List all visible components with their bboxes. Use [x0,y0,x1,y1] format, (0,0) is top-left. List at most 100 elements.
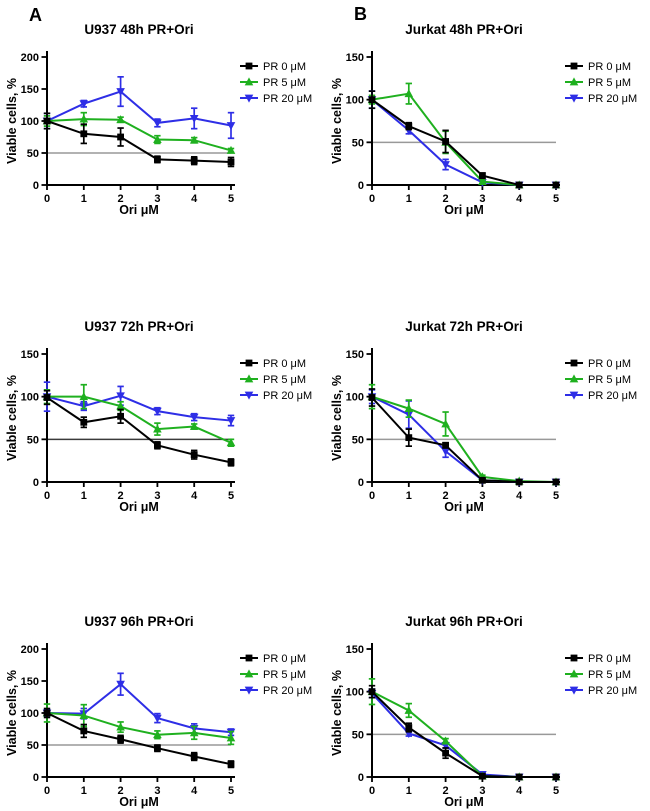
legend-label: PR 5 μM [263,77,306,89]
triangle-up-marker-icon [244,77,254,86]
chart-title: Jurkat 48h PR+Ori [405,22,522,37]
square-marker-icon [515,478,523,486]
x-tick-label: 2 [118,490,124,502]
series-pr-5-m [42,703,236,746]
square-marker-icon [227,458,235,466]
triangle-down-marker-icon [569,391,579,400]
series-line [46,394,232,422]
x-tick-label: 5 [553,490,559,502]
square-marker-icon [80,727,88,735]
x-tick-label: 0 [369,193,375,205]
legend: PR 0 μM PR 5 μM PR 20 μM [565,61,637,105]
triangle-up-marker-icon [404,89,414,98]
x-axis-label: Ori μM [119,795,159,809]
triangle-up-marker-icon [153,730,162,739]
x-tick-label: 0 [44,785,50,797]
square-marker-icon [552,181,560,189]
triangle-up-marker-icon [116,401,125,410]
triangle-up-marker-icon [441,419,450,428]
x-tick-label: 4 [516,193,523,205]
legend-item-pr-20-m: PR 20 μM [240,93,312,105]
square-marker-icon [479,172,486,180]
legend-item-pr-5-m: PR 5 μM [565,77,631,89]
triangle-up-marker-icon [478,176,487,185]
square-marker-icon [479,476,486,484]
square-marker-icon [405,434,413,442]
triangle-up-marker-icon [226,733,236,742]
square-marker-icon [368,688,376,696]
triangle-up-marker-icon [79,114,89,123]
legend-item-pr-0-m: PR 0 μM [565,653,631,665]
series-line [371,396,556,483]
y-tick-label: 0 [33,477,39,489]
square-marker-icon [442,441,449,449]
square-marker-icon [442,749,449,757]
x-tick-label: 1 [406,193,412,205]
series-line [46,682,232,734]
series-line [46,118,232,152]
x-tick-label: 1 [406,785,412,797]
series-line [371,92,556,186]
x-tick-label: 0 [44,193,50,205]
triangle-down-marker-icon [226,122,236,131]
x-tick-label: 5 [228,193,234,205]
chart-title: U937 72h PR+Ori [84,319,193,334]
line-chart-svg: Jurkat 72h PR+Ori Viable cells, % Ori μM 0 5… [330,319,637,514]
chart-title: Jurkat 72h PR+Ori [405,319,522,334]
legend-item-pr-5-m: PR 5 μM [240,77,306,89]
legend: PR 0 μM PR 5 μM PR 20 μM [240,653,312,697]
triangle-up-marker-icon [569,669,579,678]
legend-label: PR 20 μM [263,685,312,697]
legend-item-pr-20-m: PR 20 μM [240,685,312,697]
axes: 0 50 100 150 200 0 1 2 3 4 5 [21,643,235,797]
square-marker-icon [117,412,124,420]
square-marker-icon [442,138,449,145]
legend-item-pr-5-m: PR 5 μM [565,374,631,386]
y-tick-label: 100 [346,687,364,699]
legend-label: PR 20 μM [588,390,637,402]
y-tick-label: 50 [352,137,364,149]
legend-label: PR 0 μM [263,358,306,370]
triangle-down-marker-icon [569,94,579,103]
x-tick-label: 1 [81,785,87,797]
triangle-down-marker-icon [244,94,254,103]
x-tick-label: 5 [228,490,234,502]
legend: PR 0 μM PR 5 μM PR 20 μM [240,358,312,402]
x-tick-label: 4 [191,490,198,502]
series-pr-5-m [367,383,561,486]
y-axis-label: Viable cells, % [330,375,344,461]
series-pr-0-m [368,388,560,486]
square-marker-icon [190,157,198,165]
chart-u937-72h: U937 72h PR+Ori Viable cells, % Ori μM 0 50 1… [0,297,325,542]
series-pr-0-m [368,90,560,189]
panel-label-a: A [29,5,42,25]
series-pr-0-m [43,707,235,769]
triangle-up-marker-icon [244,374,254,383]
series-pr-20-m [42,672,236,737]
x-tick-label: 0 [44,490,50,502]
chart-u937-96h: U937 96h PR+Ori Viable cells, % Ori μM 0 50 1… [0,592,325,811]
square-marker-icon [552,773,560,781]
series-pr-20-m [42,381,236,427]
triangle-up-marker-icon [189,728,199,737]
axes: 0 50 100 150 200 0 1 2 3 4 5 [21,51,235,205]
y-tick-label: 50 [27,740,39,752]
legend-label: PR 20 μM [263,390,312,402]
y-tick-label: 150 [21,84,39,96]
square-marker-icon [570,62,578,70]
y-tick-label: 100 [21,116,39,128]
square-marker-icon [245,359,253,367]
legend-item-pr-20-m: PR 20 μM [565,390,637,402]
square-marker-icon [570,359,578,367]
legend-label: PR 20 μM [263,93,312,105]
legend-item-pr-5-m: PR 5 μM [240,374,306,386]
x-tick-label: 4 [516,785,523,797]
series-pr-20-m [367,90,561,190]
triangle-down-marker-icon [441,447,450,456]
legend-item-pr-5-m: PR 5 μM [565,669,631,681]
square-marker-icon [43,117,51,125]
x-tick-label: 3 [479,193,485,205]
triangle-down-marker-icon [441,161,450,170]
triangle-down-marker-icon [153,407,162,416]
